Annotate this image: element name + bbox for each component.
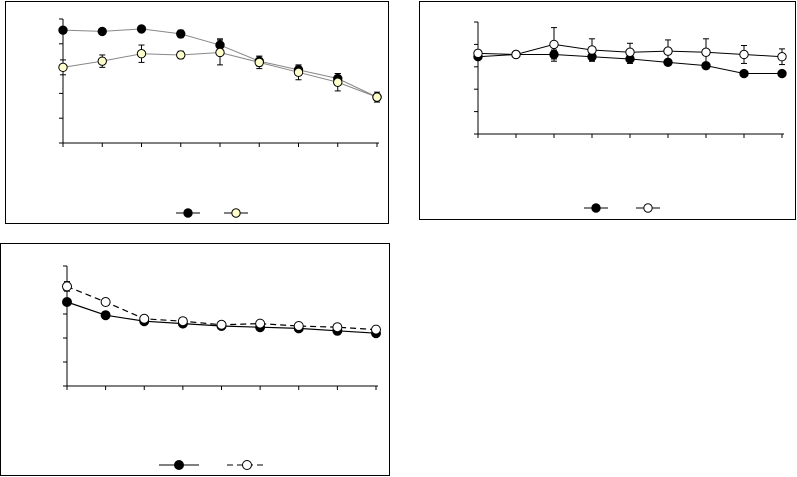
series-2-point xyxy=(333,77,343,87)
series-2-point xyxy=(587,45,597,55)
series-2-point xyxy=(293,67,304,78)
series-2-point xyxy=(58,62,68,73)
chart-panel-c xyxy=(0,243,390,476)
series-2-point xyxy=(176,50,186,60)
series-2-point xyxy=(254,57,264,68)
series-2-point xyxy=(136,49,147,59)
series-2-point xyxy=(625,47,635,57)
series-2-point xyxy=(215,47,225,58)
legend-series-1-marker xyxy=(183,208,193,218)
series-2-point xyxy=(511,49,521,60)
series-1-point xyxy=(739,68,749,79)
series-2-point xyxy=(332,322,343,333)
series-1-point xyxy=(136,24,147,34)
series-2-point xyxy=(663,46,673,56)
series-2-point xyxy=(777,52,787,62)
series-2-point xyxy=(701,47,711,57)
series-2-point xyxy=(473,48,483,59)
legend-series-2-marker xyxy=(231,208,241,218)
legend-series-1-marker xyxy=(591,203,601,213)
series-2-point xyxy=(549,39,559,50)
series-2-point xyxy=(97,56,107,66)
series-2-point xyxy=(371,324,381,335)
chart-a-svg xyxy=(58,18,382,218)
series-1-point xyxy=(777,68,787,79)
series-1-point xyxy=(62,297,72,307)
series-2-point xyxy=(139,313,150,324)
legend-series-2-marker xyxy=(242,460,252,470)
chart-b-svg xyxy=(473,21,787,213)
series-1-point xyxy=(176,29,186,39)
series-2-point xyxy=(293,321,304,331)
chart-panel-a xyxy=(5,1,389,224)
series-2-point xyxy=(372,92,382,102)
series-2-point xyxy=(62,281,72,292)
series-2-point xyxy=(739,49,749,60)
series-2-point xyxy=(216,319,227,330)
legend-series-1-marker xyxy=(174,460,184,470)
series-1-point xyxy=(97,26,107,37)
series-1-point xyxy=(58,25,68,35)
chart-panel-b xyxy=(419,1,796,220)
chart-c-svg xyxy=(62,265,381,470)
series-1-point xyxy=(100,310,111,321)
legend-series-2-marker xyxy=(643,203,653,213)
series-2-point xyxy=(177,316,188,327)
series-2-point xyxy=(100,297,111,307)
series-2-point xyxy=(255,318,266,329)
